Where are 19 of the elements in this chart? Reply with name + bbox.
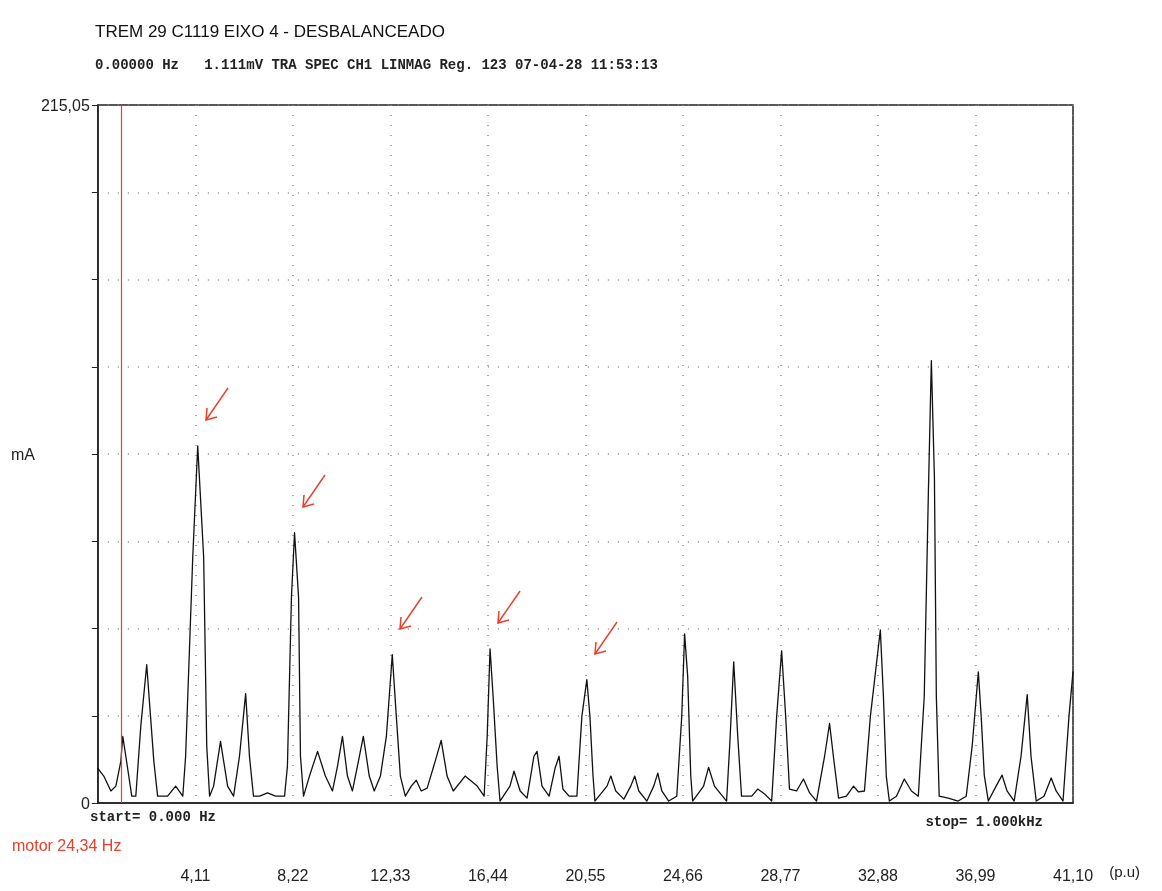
- x-axis-title: (p.u): [1109, 863, 1140, 880]
- x-tick-label: 20,55: [565, 866, 606, 884]
- y-tick-label: 0: [80, 794, 90, 812]
- x-tick-label: 32,88: [857, 866, 899, 884]
- chart-title: TREM 29 C1119 EIXO 4 - DESBALANCEADO: [95, 22, 445, 41]
- text: start= 0.000 Hz: [90, 809, 217, 825]
- x-tick-label: 28,77: [760, 866, 801, 884]
- y-tick-label: 215,05: [40, 96, 90, 114]
- y-axis-title: mA: [11, 445, 36, 463]
- ref-line-label: motor 24,34 Hz: [12, 836, 122, 854]
- x-tick-label: 12,33: [370, 866, 411, 884]
- x-tick-label: 41,10: [1052, 866, 1094, 884]
- x-tick-label: 16,44: [467, 866, 509, 884]
- x-tick-label: 36,99: [955, 866, 996, 884]
- text: stop= 1.000kHz: [925, 814, 1044, 830]
- x-tick-label: 24,66: [662, 866, 704, 884]
- x-tick-label: 4,11: [180, 866, 211, 884]
- chart-subtitle: 0.00000 Hz 1.111mV TRA SPEC CH1 LINMAG Reg. 123 07-04-28 11:53:13: [95, 57, 658, 73]
- x-tick-label: 8,22: [277, 866, 309, 884]
